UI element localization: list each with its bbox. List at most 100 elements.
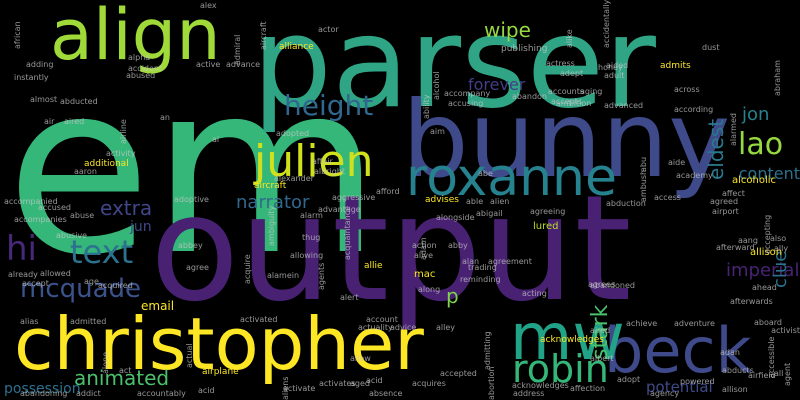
cloud-word: roxanne (406, 148, 617, 208)
cloud-word: admiral (233, 34, 242, 65)
cloud-word: african (13, 21, 22, 49)
cloud-word: already (8, 270, 38, 279)
cloud-word: adding (26, 60, 54, 69)
cloud-word: agreement (488, 257, 532, 266)
cloud-word: ahead (752, 283, 777, 292)
cloud-word: accessible (767, 336, 776, 378)
cloud-word: mcquade (20, 274, 142, 304)
cloud-word: aided (606, 61, 629, 70)
cloud-word: actual (185, 343, 194, 368)
cloud-word: agency (650, 389, 680, 398)
cloud-word: activates (319, 379, 356, 388)
cloud-word: alpha (128, 53, 151, 62)
cloud-word: allowed (40, 269, 71, 278)
cloud-word: affair (312, 157, 333, 166)
cloud-word: accompanies (14, 215, 67, 224)
cloud-word: align (50, 0, 221, 76)
cloud-word: abducts (722, 366, 754, 375)
cloud-word: airport (712, 207, 739, 216)
cloud-word: additional (84, 159, 129, 169)
cloud-word: alcohol (432, 71, 441, 100)
cloud-word: alive (414, 251, 434, 260)
cloud-word: achieve (626, 319, 658, 328)
cloud-word: afterward (716, 243, 755, 252)
cloud-word: height (284, 89, 374, 122)
cloud-word: ally (774, 244, 789, 253)
cloud-word: agents (317, 262, 326, 290)
cloud-word: lured (533, 221, 559, 232)
cloud-word: publishing (501, 44, 548, 54)
cloud-word: agent (783, 362, 792, 386)
cloud-word: alcoholic (732, 175, 777, 186)
cloud-word: actress (546, 59, 575, 68)
cloud-word: abe (478, 169, 493, 178)
cloud-word: almost (30, 95, 58, 104)
cloud-word: extra (100, 196, 153, 220)
cloud-word: aged (350, 379, 370, 388)
cloud-word: alert (340, 293, 359, 302)
cloud-word: robin (512, 347, 609, 391)
cloud-word: output (150, 164, 632, 334)
cloud-word: jon (742, 104, 770, 125)
cloud-word: content (738, 164, 800, 183)
cloud-word: adam (419, 237, 428, 260)
cloud-word: acid (366, 376, 383, 385)
cloud-word: action (412, 241, 437, 250)
cloud-word: admitted (70, 317, 107, 326)
cloud-word: imperial (726, 260, 800, 281)
cloud-word: acquired (98, 281, 133, 290)
cloud-word: aired (64, 117, 85, 126)
cloud-word: aircraft (259, 21, 268, 50)
cloud-word: p (446, 284, 459, 308)
cloud-word: adan (720, 348, 740, 357)
cloud-word: advance (226, 60, 261, 69)
cloud-word: abbey (178, 241, 203, 250)
cloud-word: beck (604, 314, 752, 387)
cloud-word: abusive (56, 231, 88, 240)
cloud-word: activist (771, 326, 800, 335)
cloud-word: agrees (588, 280, 616, 289)
cloud-word: accept (22, 279, 49, 288)
cloud-word: accused (38, 203, 71, 212)
cloud-word: absence (369, 389, 403, 398)
cloud-word: airfield (748, 371, 776, 380)
cloud-word: mw (510, 301, 625, 375)
cloud-word: addict (76, 389, 101, 398)
cloud-word: aliens (281, 376, 290, 400)
cloud-word: alarm (300, 211, 323, 220)
cloud-word: acquire (243, 254, 252, 284)
cloud-word: age (84, 277, 99, 286)
cloud-word: aircraft (254, 181, 287, 191)
cloud-word: access (654, 193, 681, 202)
cloud-word: all (774, 369, 784, 378)
cloud-word: aang (738, 236, 758, 245)
cloud-word: trading (468, 263, 497, 272)
cloud-word: accidentally (602, 0, 611, 49)
cloud-word: alien (490, 197, 510, 206)
cloud-word: accident (128, 64, 163, 73)
cloud-word: address (513, 389, 545, 398)
cloud-word: wipe (484, 18, 531, 42)
cloud-word: abby (448, 241, 468, 250)
cloud-word: possession (4, 381, 81, 397)
cloud-word: abducted (60, 97, 98, 106)
cloud-word: abraham (773, 60, 782, 96)
cloud-word: an (160, 113, 170, 122)
cloud-word: across (674, 85, 700, 94)
cloud-word: aide (668, 158, 686, 167)
cloud-word: albert (590, 354, 614, 363)
cloud-word: ambush (639, 169, 648, 202)
cloud-word: accepting (763, 214, 772, 254)
cloud-word: advises (425, 195, 459, 205)
cloud-word: christopher (14, 302, 424, 386)
cloud-word: advanced (604, 101, 644, 110)
cloud-word: acquires (412, 379, 446, 388)
cloud-word: aired (590, 326, 611, 335)
cloud-word: activate (283, 384, 316, 393)
cloud-word: lao (738, 127, 784, 162)
cloud-word: reminding (460, 275, 501, 284)
cloud-word: alamein (267, 271, 300, 280)
cloud-word: accounts (548, 87, 585, 96)
cloud-word: ambition (556, 99, 592, 108)
cloud-word: email (141, 299, 175, 313)
